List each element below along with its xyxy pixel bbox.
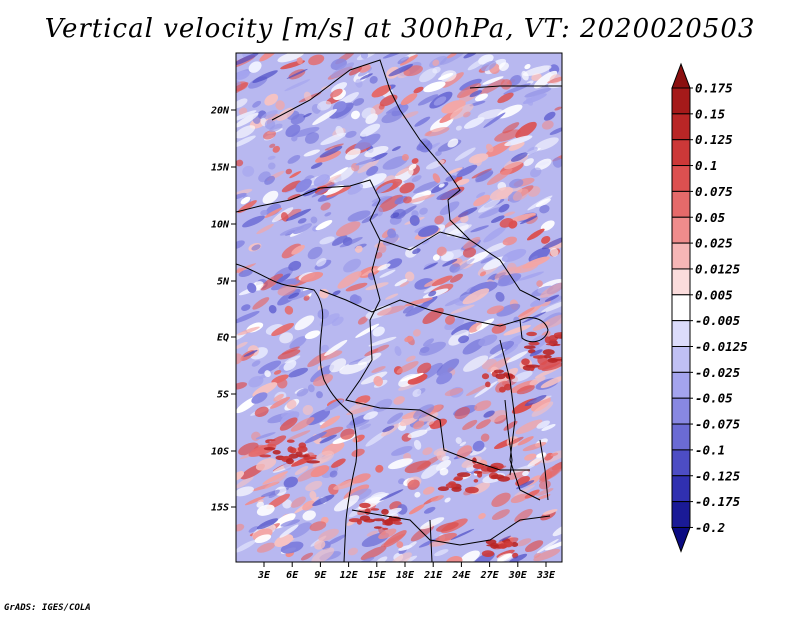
lat-label: 15N [211,163,230,174]
colorbar-bin [671,113,691,141]
lon-label: 15E [368,570,387,581]
colorbar-bin [671,216,691,244]
colorbar-bin [671,87,691,115]
colorbar: 0.175 0.15 0.125 0.1 0.075 0.05 0.025 0.0125 0.0… [671,62,748,553]
colorbar-bin [671,526,691,553]
map-frame [235,52,563,563]
lat-label: 20N [210,106,230,117]
longitude-axis: 3E 6E 9E 12E 15E 18E 21E 24E 27E 30E 33E [257,562,556,581]
lat-label: 10N [211,220,230,231]
colorbar-bin [671,320,691,347]
lake-malawi [539,439,549,501]
chart-title: Vertical velocity [m/s] at 300hPa, VT: 2… [44,14,756,44]
colorbar-bin [671,475,691,503]
colorbar-bin [671,346,691,373]
border-i [499,339,541,501]
border-a [271,59,471,241]
colorbar-bin [671,294,691,322]
colorbar-bin [671,423,691,451]
colorbar-label: -0.1 [695,442,725,457]
colorbar-label: 0.05 [695,210,726,225]
colorbar-label: -0.05 [695,391,733,406]
border-b [236,179,381,321]
colorbar-bin [671,165,691,192]
border-e [345,319,530,471]
colorbar-label: -0.0125 [695,339,748,354]
colorbar-bin [671,139,691,167]
colorbar-bin [671,371,691,399]
latitude-axis: 20N 15N 10N 5N EQ 5S 10S 15S [210,106,236,514]
velocity-field [236,53,562,562]
colorbar-label: 0.025 [695,236,733,251]
lon-label: 3E [257,570,271,581]
colorbar-label: -0.025 [695,365,741,380]
colorbar-bin [671,449,691,477]
lon-label: 24E [451,570,471,581]
lon-label: 33E [536,570,556,581]
border-f [351,509,551,546]
border-c [379,231,541,301]
lon-label: 27E [480,570,500,581]
lon-label: 6E [286,570,299,581]
colorbar-label: 0.1 [695,158,718,173]
colorbar-bin [671,397,691,425]
colorbar-label: 0.075 [695,184,733,199]
colorbar-label: -0.075 [695,417,741,432]
colorbar-bin [671,62,691,89]
lon-label: 21E [423,570,443,581]
border-d [319,289,521,327]
lon-label: 18E [396,570,415,581]
colorbar-bin [671,501,691,528]
colorbar-label: -0.005 [695,313,741,328]
lake-tanganyika [504,399,513,476]
lon-label: 12E [340,570,359,581]
lake-victoria [519,317,549,343]
lon-label: 9E [314,570,327,581]
colorbar-label: 0.15 [695,106,726,121]
lat-label: EQ [217,333,229,344]
credit-text: GrADS: IGES/COLA [4,603,91,613]
colorbar-label: -0.2 [695,520,725,535]
colorbar-bin [671,242,691,270]
country-borders [236,59,562,562]
lat-label: 5N [217,277,230,288]
coastline-west [236,263,358,562]
lat-label: 15S [211,503,229,514]
colorbar-label: -0.175 [695,494,741,509]
lon-label: 30E [508,570,528,581]
colorbar-label: 0.0125 [695,261,741,276]
lat-label: 5S [217,390,229,401]
colorbar-label: 0.175 [695,81,733,96]
lat-label: 10S [211,447,229,458]
colorbar-label: -0.125 [695,468,741,483]
colorbar-bin [671,190,691,218]
border-h [429,519,433,562]
colorbar-bin [671,268,691,296]
colorbar-label: 0.125 [695,132,733,147]
border-g [469,85,562,89]
colorbar-label: 0.005 [695,287,733,302]
